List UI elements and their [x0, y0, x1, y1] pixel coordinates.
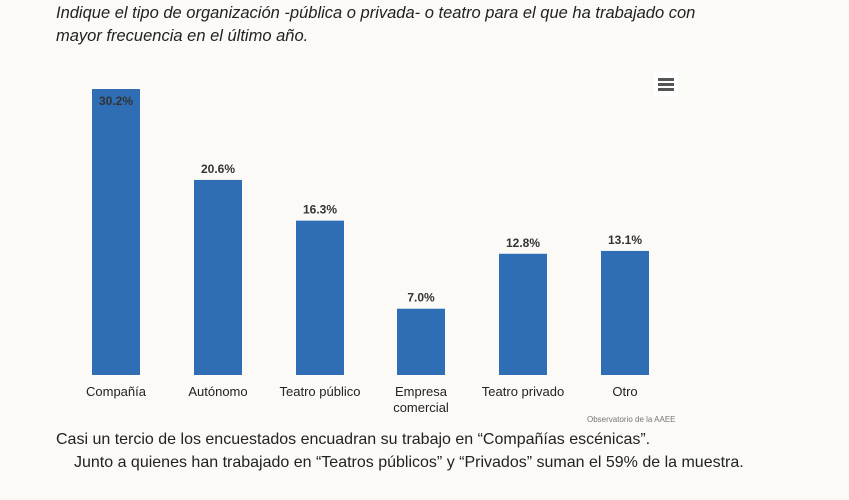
bar-5[interactable]	[601, 250, 649, 375]
summary-text: Casi un tercio de los encuestados encuad…	[56, 428, 756, 474]
x-tick-label: Empresa	[395, 384, 448, 399]
bar-4[interactable]	[499, 253, 547, 375]
bar-2[interactable]	[296, 220, 344, 375]
question-title: Indique el tipo de organización -pública…	[56, 4, 696, 45]
data-label: 7.0%	[407, 291, 435, 305]
x-tick-label: Compañía	[86, 384, 147, 399]
bar-3[interactable]	[397, 308, 445, 375]
x-tick-label: Teatro público	[280, 384, 361, 399]
data-label: 30.2%	[99, 94, 133, 108]
data-label: 20.6%	[201, 162, 235, 176]
data-label: 12.8%	[506, 236, 540, 250]
bar-0[interactable]	[92, 89, 140, 375]
data-label: 13.1%	[608, 233, 642, 247]
x-tick-label: comercial	[393, 400, 449, 415]
hamburger-menu-icon[interactable]	[654, 72, 678, 96]
summary-line-2: Junto a quienes han trabajado en “Teatro…	[74, 454, 744, 471]
x-tick-label: Otro	[612, 384, 637, 399]
summary-line-1: Casi un tercio de los encuestados encuad…	[56, 431, 651, 448]
x-tick-label: Autónomo	[188, 384, 247, 399]
bar-1[interactable]	[194, 179, 242, 375]
data-label: 16.3%	[303, 203, 337, 217]
x-tick-label: Teatro privado	[482, 384, 564, 399]
chart-credit: Observatorio de la AAEE	[587, 415, 676, 424]
